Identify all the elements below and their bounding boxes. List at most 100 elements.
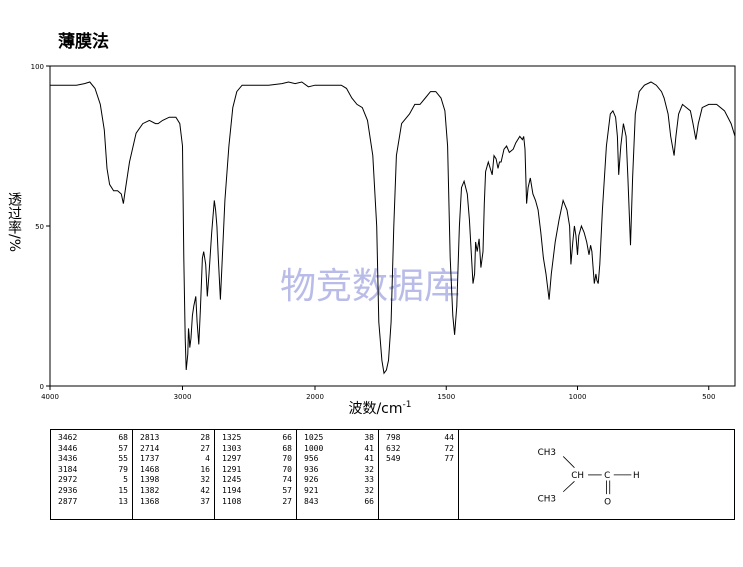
peak-transmittance: 13 bbox=[118, 496, 128, 506]
peak-transmittance: 66 bbox=[282, 433, 292, 442]
x-tick-label: 2000 bbox=[306, 393, 324, 401]
peak-column: 1325 66 1303 68 1297 70 1291 70 1245 74 1194 57 1108… bbox=[215, 430, 297, 519]
peak-transmittance: 27 bbox=[200, 443, 210, 453]
peak-wavenumber: 798 bbox=[386, 433, 401, 442]
peak-transmittance: 57 bbox=[118, 443, 128, 453]
peak-transmittance: 66 bbox=[364, 496, 374, 506]
peak-wavenumber: 2877 bbox=[58, 496, 78, 506]
peak-row: 3462 68 bbox=[58, 433, 128, 444]
peak-wavenumber: 632 bbox=[386, 443, 401, 453]
peak-row: 632 72 bbox=[386, 444, 454, 455]
peak-column: 798 44 632 72 549 77 bbox=[379, 430, 459, 519]
x-tick-label: 4000 bbox=[41, 393, 59, 401]
x-tick-label: 1000 bbox=[569, 393, 587, 401]
ch3-top-label: CH3 bbox=[538, 448, 556, 458]
peak-column: 1025 38 1000 41 956 41 936 32 926 33 921 32 843 66 bbox=[297, 430, 379, 519]
peak-transmittance: 68 bbox=[118, 433, 128, 442]
peak-wavenumber: 1297 bbox=[222, 454, 242, 464]
peak-row: 1108 27 bbox=[222, 497, 292, 508]
peak-row: 921 32 bbox=[304, 486, 374, 497]
peak-wavenumber: 2972 bbox=[58, 475, 78, 485]
peak-transmittance: 28 bbox=[200, 433, 210, 442]
peak-transmittance: 70 bbox=[282, 464, 292, 474]
peak-column: 3462 68 3446 57 3436 55 3184 79 2972 5 2936 15 2877 1… bbox=[51, 430, 133, 519]
watermark: 物竞数据库 bbox=[280, 266, 460, 307]
peak-row: 1297 70 bbox=[222, 454, 292, 465]
peak-table: 3462 68 3446 57 3436 55 3184 79 2972 5 2936 15 2877 1… bbox=[50, 429, 735, 520]
x-tick-label: 3000 bbox=[174, 393, 192, 401]
peak-row: 3446 57 bbox=[58, 444, 128, 455]
peak-wavenumber: 1382 bbox=[140, 485, 160, 495]
molecule-structure: CH3 CH C H CH3 O bbox=[459, 430, 734, 519]
peak-row: 1194 57 bbox=[222, 486, 292, 497]
axis-ticks: 4000 3000 2000 1500 1000 500 0 50 100 bbox=[31, 63, 716, 401]
peak-wavenumber: 1025 bbox=[304, 433, 324, 442]
peak-row: 1303 68 bbox=[222, 444, 292, 455]
peak-transmittance: 4 bbox=[205, 454, 210, 464]
peak-wavenumber: 3184 bbox=[58, 464, 78, 474]
c-label: C bbox=[604, 471, 610, 481]
peak-row: 798 44 bbox=[386, 433, 454, 444]
bond-upper bbox=[562, 456, 575, 468]
peak-transmittance: 5 bbox=[123, 475, 128, 485]
peak-wavenumber: 2936 bbox=[58, 485, 78, 495]
peak-transmittance: 77 bbox=[444, 454, 454, 464]
peak-transmittance: 32 bbox=[200, 475, 210, 485]
peak-wavenumber: 2714 bbox=[140, 443, 160, 453]
peak-wavenumber: 1194 bbox=[222, 485, 242, 495]
peak-row: 1325 66 bbox=[222, 433, 292, 444]
peak-wavenumber: 3436 bbox=[58, 454, 78, 464]
peak-wavenumber: 1468 bbox=[140, 464, 160, 474]
peak-row: 936 32 bbox=[304, 465, 374, 476]
peak-wavenumber: 549 bbox=[386, 454, 401, 464]
peak-row: 1398 32 bbox=[140, 475, 210, 486]
peak-transmittance: 33 bbox=[364, 475, 374, 485]
peak-row: 1382 42 bbox=[140, 486, 210, 497]
peak-row: 843 66 bbox=[304, 497, 374, 508]
peak-transmittance: 32 bbox=[364, 485, 374, 495]
peak-wavenumber: 956 bbox=[304, 454, 319, 464]
x-tick-label: 1500 bbox=[437, 393, 455, 401]
peak-column: 2813 28 2714 27 1737 4 1468 16 1398 32 1382 42 1368 3… bbox=[133, 430, 215, 519]
y-tick-label: 50 bbox=[35, 223, 44, 231]
peak-row: 956 41 bbox=[304, 454, 374, 465]
peak-transmittance: 44 bbox=[444, 433, 454, 442]
plot-frame bbox=[49, 65, 736, 387]
peak-wavenumber: 1108 bbox=[222, 496, 242, 506]
peak-wavenumber: 1245 bbox=[222, 475, 242, 485]
peak-transmittance: 41 bbox=[364, 454, 374, 464]
bond-lower bbox=[562, 481, 575, 493]
peak-row: 926 33 bbox=[304, 475, 374, 486]
y-axis-label: 透过率/% bbox=[6, 192, 22, 252]
peak-row: 1291 70 bbox=[222, 465, 292, 476]
ch-label: CH bbox=[571, 471, 584, 481]
peak-transmittance: 55 bbox=[118, 454, 128, 464]
peak-row: 3436 55 bbox=[58, 454, 128, 465]
peak-transmittance: 42 bbox=[200, 485, 210, 495]
peak-transmittance: 74 bbox=[282, 475, 292, 485]
peak-transmittance: 41 bbox=[364, 443, 374, 453]
peak-row: 1025 38 bbox=[304, 433, 374, 444]
peak-transmittance: 16 bbox=[200, 464, 210, 474]
peak-wavenumber: 921 bbox=[304, 485, 319, 495]
peak-wavenumber: 1368 bbox=[140, 496, 160, 506]
peak-wavenumber: 926 bbox=[304, 475, 319, 485]
peak-row: 549 77 bbox=[386, 454, 454, 465]
peak-transmittance: 37 bbox=[200, 496, 210, 506]
peak-row: 2972 5 bbox=[58, 475, 128, 486]
peak-wavenumber: 1291 bbox=[222, 464, 242, 474]
peak-wavenumber: 3446 bbox=[58, 443, 78, 453]
peak-transmittance: 79 bbox=[118, 464, 128, 474]
peak-transmittance: 38 bbox=[364, 433, 374, 442]
peak-row: 2813 28 bbox=[140, 433, 210, 444]
spectrum-line bbox=[50, 81, 736, 375]
y-tick-label: 0 bbox=[40, 383, 44, 391]
peak-wavenumber: 1737 bbox=[140, 454, 160, 464]
chart-title: 薄膜法 bbox=[58, 32, 109, 52]
peak-wavenumber: 1000 bbox=[304, 443, 324, 453]
peak-row: 3184 79 bbox=[58, 465, 128, 476]
peak-row: 1368 37 bbox=[140, 497, 210, 508]
x-tick-label: 500 bbox=[702, 393, 715, 401]
peak-row: 1737 4 bbox=[140, 454, 210, 465]
ir-spectrum-chart: 物竞数据库 4000 3000 2000 1500 1000 500 0 50 100 波数/c… bbox=[6, 63, 736, 417]
